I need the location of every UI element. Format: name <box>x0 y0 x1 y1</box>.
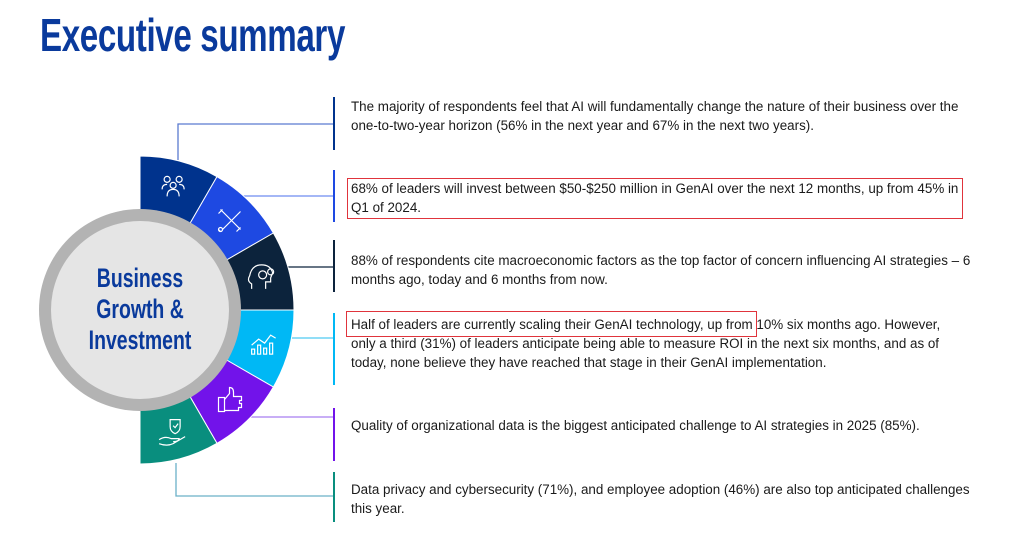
point-bar <box>333 313 335 385</box>
head-gears-icon <box>247 264 275 289</box>
center-circle <box>51 221 229 399</box>
center-label-line: Business <box>96 263 184 293</box>
hand-shield-icon <box>158 419 186 446</box>
point-3: 88% of respondents cite macroeconomic fa… <box>351 253 971 287</box>
chart-icon <box>251 334 276 355</box>
point-1: The majority of respondents feel that AI… <box>351 99 959 133</box>
page-title: Executive summary <box>40 9 346 61</box>
point-4: Half of leaders are currently scaling th… <box>351 317 941 370</box>
center-label-line: Investment <box>88 325 192 355</box>
highlight-box <box>346 311 757 337</box>
center-label: Business Growth & Investment <box>60 263 220 356</box>
connector-line <box>177 123 334 160</box>
tools-icon <box>217 209 241 233</box>
connector-lines <box>175 123 334 497</box>
thumbs-up-icon <box>217 386 243 413</box>
point-bar <box>333 472 335 522</box>
center-label-line: Growth & <box>96 294 184 324</box>
point-bar <box>333 408 335 461</box>
people-icon <box>161 175 185 197</box>
connector-line <box>175 463 334 497</box>
point-2: 68% of leaders will invest between $50-$… <box>351 181 959 215</box>
point-bar <box>333 170 335 222</box>
point-5: Quality of organizational data is the bi… <box>351 418 920 433</box>
point-6: Data privacy and cybersecurity (71%), an… <box>351 482 970 516</box>
point-bar <box>333 240 335 292</box>
point-bar <box>333 97 335 150</box>
highlight-box <box>347 178 963 219</box>
